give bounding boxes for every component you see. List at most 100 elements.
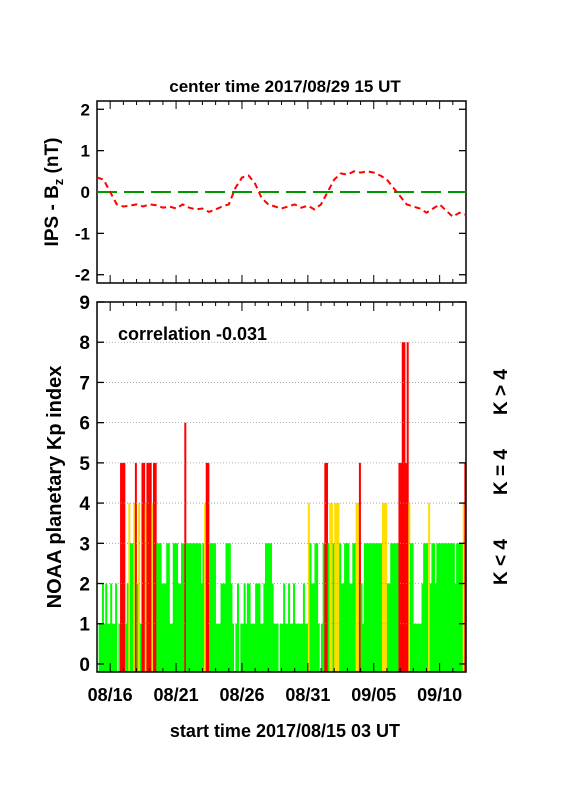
kp-bar (418, 623, 421, 672)
kp-bar (380, 543, 383, 672)
kp-bar (156, 543, 159, 672)
kp-bar (291, 623, 294, 672)
kp-bar (452, 543, 455, 672)
kp-bar (148, 462, 151, 672)
kp-bar (162, 583, 165, 672)
kp-bar (167, 543, 170, 672)
kp-bar (164, 583, 167, 672)
kp-bar (209, 543, 212, 672)
kp-bar (190, 543, 193, 672)
bottom-ytick-label: 3 (79, 534, 90, 555)
kp-bar (243, 583, 246, 672)
bottom-ytick-label: 4 (79, 494, 90, 515)
kp-bar (265, 543, 268, 672)
kp-bar (416, 623, 419, 672)
kp-bar (332, 543, 335, 672)
kp-bar (340, 583, 343, 672)
kp-bar (306, 623, 309, 672)
kp-bar (383, 503, 386, 672)
kp-bar (255, 583, 258, 672)
kp-bar (449, 543, 452, 672)
kp-bar (311, 583, 314, 672)
kp-bar (125, 623, 127, 672)
kp-bar (419, 623, 422, 672)
kp-bar (408, 503, 411, 672)
kp-bar (149, 462, 152, 672)
correlation-annotation: correlation -0.031 (118, 324, 267, 344)
kp-bar (414, 623, 417, 672)
kp-bar (429, 583, 432, 672)
legend-low: K < 4 (491, 539, 512, 585)
kp-bar (113, 623, 116, 672)
kp-bar (413, 623, 416, 672)
kp-bar (367, 543, 370, 672)
bottom-ytick-label: 2 (79, 575, 90, 596)
kp-bar (395, 543, 398, 672)
kp-bar (284, 623, 287, 672)
kp-bar (225, 543, 228, 672)
top-ytick-label: 0 (81, 183, 90, 202)
kp-bar (293, 583, 296, 672)
kp-bar (179, 583, 182, 672)
kp-bar (325, 462, 328, 672)
kp-bar (372, 543, 375, 672)
kp-bar (154, 462, 157, 672)
kp-bar (207, 462, 210, 672)
kp-bar (317, 623, 320, 672)
kp-bar (237, 583, 240, 672)
kp-bar (401, 342, 404, 672)
kp-bar (105, 583, 108, 672)
kp-bar (342, 583, 345, 672)
kp-bar (230, 583, 233, 672)
kp-bar (197, 543, 200, 672)
kp-bar (363, 543, 366, 672)
kp-bar (220, 583, 223, 672)
kp-bar (391, 543, 394, 672)
kp-bar (375, 543, 378, 672)
kp-bar (217, 623, 220, 672)
kp-bar (273, 623, 276, 672)
bottom-ytick-label: 6 (79, 414, 90, 435)
kp-bar (370, 543, 373, 672)
kp-bar (174, 543, 177, 672)
kp-bar (250, 623, 253, 672)
kp-bar (327, 543, 330, 672)
kp-bar (210, 543, 213, 672)
kp-bar (187, 543, 190, 672)
kp-bar (360, 583, 363, 672)
kp-bar (118, 623, 121, 672)
kp-bar (248, 583, 251, 672)
kp-bar (454, 583, 457, 672)
kp-bar (111, 623, 114, 672)
top-ytick-label: -1 (75, 224, 90, 243)
kp-bar (428, 503, 431, 672)
kp-bar (365, 543, 368, 672)
kp-bar (289, 623, 292, 672)
ips-bz-line (96, 170, 467, 219)
kp-bar (161, 583, 164, 672)
kp-bar (393, 543, 396, 672)
kp-bar (185, 543, 188, 672)
kp-bar (459, 543, 462, 672)
kp-bar (302, 583, 305, 672)
kp-bar (232, 623, 235, 672)
kp-bar (131, 543, 134, 672)
kp-bar (110, 583, 113, 672)
kp-bar (100, 623, 103, 672)
bottom-ytick-label: 5 (79, 454, 90, 475)
kp-bar (426, 543, 429, 672)
bottom-xtick-label: 08/16 (88, 685, 133, 705)
kp-bar (101, 583, 104, 672)
kp-bar (202, 543, 205, 672)
kp-bar (269, 543, 272, 672)
kp-bar (240, 623, 243, 672)
kp-bar (442, 543, 445, 672)
kp-bar (307, 503, 310, 672)
kp-bar (433, 543, 436, 672)
kp-bar (431, 543, 434, 672)
kp-bar (138, 503, 141, 672)
kp-bar (355, 503, 358, 672)
kp-bar (347, 543, 350, 672)
kp-bar (322, 543, 325, 672)
top-ytick-label: -2 (75, 266, 90, 285)
